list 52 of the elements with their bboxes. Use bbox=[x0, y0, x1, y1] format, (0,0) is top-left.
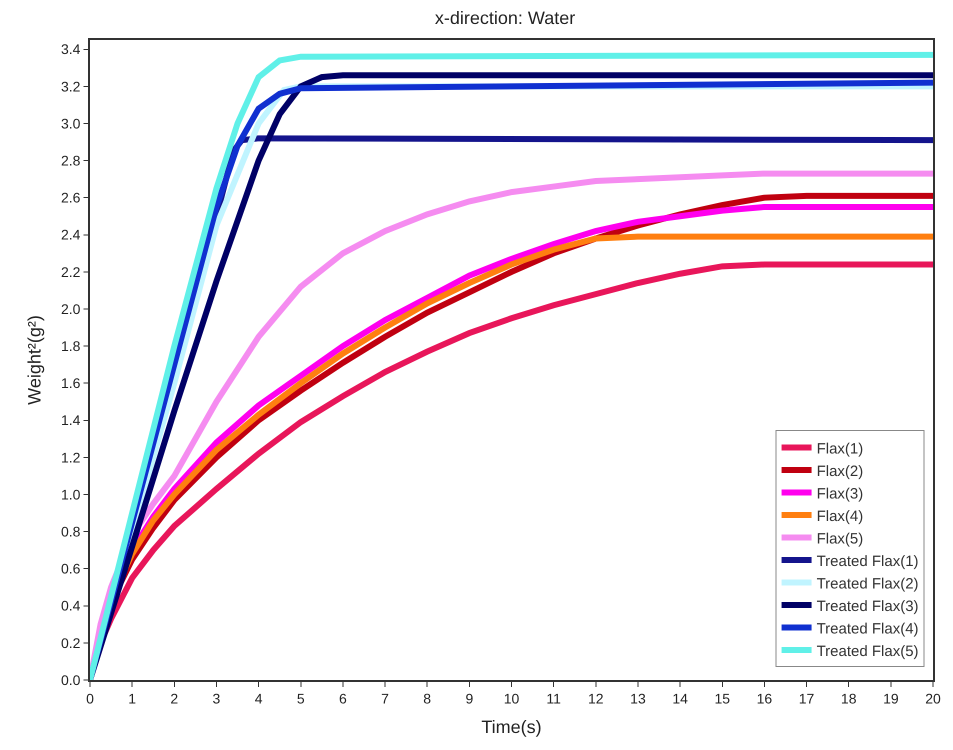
x-tick-label: 10 bbox=[504, 690, 520, 707]
x-tick-label: 0 bbox=[86, 690, 94, 707]
y-tick-label: 2.0 bbox=[60, 300, 81, 317]
x-tick-label: 8 bbox=[423, 690, 432, 707]
chart-title: x-direction: Water bbox=[434, 8, 576, 28]
y-tick-label: 3.0 bbox=[60, 115, 81, 132]
legend-label: Flax(1) bbox=[816, 440, 864, 458]
y-tick-label: 2.6 bbox=[60, 190, 81, 206]
y-tick-label: 1.6 bbox=[60, 375, 81, 392]
x-tick-label: 13 bbox=[630, 690, 646, 707]
legend-label: Treated Flax(1) bbox=[816, 552, 919, 570]
x-tick-label: 17 bbox=[798, 690, 815, 707]
x-tick-label: 12 bbox=[588, 690, 604, 707]
y-tick-label: 2.2 bbox=[60, 264, 81, 280]
x-tick-label: 7 bbox=[381, 690, 390, 707]
y-tick-label: 2.8 bbox=[60, 152, 81, 168]
x-tick-label: 20 bbox=[925, 690, 941, 707]
y-tick-label: 0.6 bbox=[60, 560, 81, 577]
x-tick-label: 4 bbox=[254, 690, 263, 707]
y-tick-label: 0.8 bbox=[60, 523, 81, 540]
x-tick-label: 2 bbox=[170, 690, 178, 707]
legend-label: Flax(2) bbox=[816, 462, 864, 480]
legend-label: Flax(5) bbox=[816, 530, 864, 548]
x-tick-label: 19 bbox=[883, 690, 899, 707]
x-tick-label: 3 bbox=[212, 690, 221, 707]
legend-label: Treated Flax(5) bbox=[816, 642, 919, 660]
legend-label: Treated Flax(2) bbox=[816, 575, 919, 592]
y-tick-label: 1.8 bbox=[60, 338, 81, 354]
y-tick-label: 3.2 bbox=[60, 78, 81, 94]
y-tick-label: 0.2 bbox=[60, 634, 81, 651]
y-tick-label: 3.4 bbox=[60, 41, 81, 58]
x-tick-label: 9 bbox=[465, 690, 474, 707]
legend-label: Flax(4) bbox=[816, 508, 864, 525]
y-tick-label: 1.2 bbox=[60, 449, 81, 466]
y-tick-label: 1.0 bbox=[60, 486, 81, 502]
x-tick-label: 1 bbox=[128, 690, 136, 707]
x-axis-title: Time(s) bbox=[481, 717, 542, 738]
x-tick-label: 11 bbox=[546, 690, 562, 707]
x-tick-label: 5 bbox=[296, 690, 305, 707]
y-axis-title: Weight²(g²) bbox=[24, 315, 45, 405]
legend-label: Treated Flax(3) bbox=[816, 598, 919, 615]
x-tick-label: 16 bbox=[756, 690, 772, 707]
y-tick-label: 1.4 bbox=[60, 412, 81, 428]
y-tick-label: 2.4 bbox=[60, 226, 81, 243]
y-tick-label: 0.4 bbox=[60, 598, 81, 614]
x-tick-label: 18 bbox=[840, 690, 857, 707]
x-tick-label: 15 bbox=[714, 690, 730, 707]
legend-label: Flax(3) bbox=[816, 485, 864, 502]
legend-label: Treated Flax(4) bbox=[816, 620, 919, 638]
y-tick-label: 0.0 bbox=[60, 672, 81, 688]
x-tick-label: 6 bbox=[339, 690, 347, 707]
x-tick-label: 14 bbox=[672, 690, 688, 707]
